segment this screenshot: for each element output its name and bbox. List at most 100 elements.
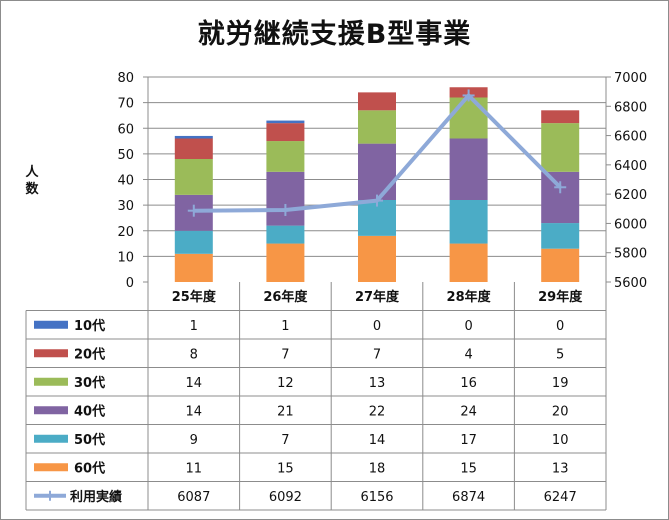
table-cell: 22 bbox=[369, 404, 386, 419]
table-cell: 8 bbox=[190, 347, 198, 362]
table-cell: 7 bbox=[373, 347, 381, 362]
bar-segment bbox=[449, 138, 488, 200]
y2-tick-label: 6000 bbox=[614, 217, 647, 232]
table-cell: 13 bbox=[552, 461, 569, 476]
bar-segment bbox=[541, 248, 580, 282]
legend-label: 50代 bbox=[74, 432, 105, 448]
table-cell: 0 bbox=[373, 319, 381, 334]
y-tick-label: 40 bbox=[117, 174, 134, 189]
bar-segment bbox=[358, 92, 396, 111]
table-cell: 6156 bbox=[360, 490, 393, 505]
table-cell: 14 bbox=[186, 376, 203, 391]
legend-key bbox=[34, 349, 68, 358]
table-cell: 10 bbox=[552, 433, 569, 448]
bar-segment bbox=[174, 253, 213, 282]
table-cell: 6087 bbox=[177, 490, 210, 505]
chart-title: 就労継続支援B型事業 bbox=[197, 19, 472, 50]
table-cell: 18 bbox=[369, 461, 386, 476]
y-axis-label-char: 数 bbox=[25, 182, 39, 197]
bar-segment bbox=[541, 171, 580, 224]
category-label: 27年度 bbox=[355, 289, 400, 305]
y2-tick-label: 5600 bbox=[614, 276, 647, 291]
table-cell: 19 bbox=[552, 376, 569, 391]
category-label: 29年度 bbox=[538, 289, 583, 305]
table-cell: 1 bbox=[281, 319, 289, 334]
line-point bbox=[187, 204, 200, 217]
table-cell: 14 bbox=[369, 433, 386, 448]
bar-segment bbox=[449, 97, 488, 139]
bar-segment bbox=[266, 141, 305, 172]
y-tick-label: 50 bbox=[117, 148, 134, 163]
bar-segment bbox=[266, 123, 305, 142]
bar-segment bbox=[358, 143, 396, 200]
category-label: 25年度 bbox=[172, 289, 217, 305]
legend-label: 30代 bbox=[74, 375, 105, 391]
table-cell: 6874 bbox=[452, 490, 485, 505]
y-tick-label: 10 bbox=[117, 250, 134, 265]
y-tick-label: 80 bbox=[117, 71, 134, 86]
legend-key bbox=[34, 320, 68, 329]
table-cell: 4 bbox=[464, 347, 472, 362]
bar-segment bbox=[358, 235, 396, 282]
bar-segment bbox=[449, 200, 488, 244]
line-point bbox=[554, 181, 567, 194]
table-cell: 1 bbox=[190, 319, 198, 334]
table-cell: 15 bbox=[277, 461, 294, 476]
legend-key bbox=[34, 434, 68, 443]
y2-tick-label: 6400 bbox=[614, 159, 647, 174]
table-cell: 6247 bbox=[544, 490, 577, 505]
bar-segment bbox=[174, 230, 213, 254]
line-point bbox=[371, 194, 383, 207]
line-point bbox=[279, 203, 292, 216]
bar-segment bbox=[358, 110, 396, 144]
table-cell: 13 bbox=[369, 376, 386, 391]
table-cell: 7 bbox=[281, 347, 289, 362]
table-cell: 9 bbox=[190, 433, 198, 448]
table-cell: 0 bbox=[464, 319, 472, 334]
table-cell: 16 bbox=[460, 376, 477, 391]
legend-key bbox=[34, 463, 68, 472]
y2-tick-label: 6800 bbox=[614, 100, 647, 115]
y-axis-label-char: 人 bbox=[25, 165, 39, 180]
table-cell: 17 bbox=[460, 433, 477, 448]
bar-segment bbox=[266, 171, 305, 226]
y-axis-label: 人数 bbox=[24, 164, 40, 198]
bar-segment bbox=[266, 225, 305, 244]
y2-tick-label: 6600 bbox=[614, 130, 647, 145]
legend-label: 10代 bbox=[74, 318, 105, 334]
bar-segment bbox=[449, 243, 488, 282]
table-cell: 20 bbox=[552, 404, 569, 419]
table-cell: 24 bbox=[460, 404, 477, 419]
y-tick-label: 70 bbox=[117, 97, 134, 112]
y-tick-label: 20 bbox=[117, 225, 134, 240]
bar-segment bbox=[266, 120, 305, 124]
category-label: 28年度 bbox=[447, 289, 492, 305]
table-cell: 15 bbox=[460, 461, 477, 476]
y2-tick-label: 5800 bbox=[614, 247, 647, 262]
legend-label: 40代 bbox=[74, 403, 105, 419]
legend-key bbox=[34, 406, 68, 415]
bar-segment bbox=[174, 135, 213, 139]
table-cell: 0 bbox=[556, 319, 564, 334]
legend-label: 20代 bbox=[74, 346, 105, 362]
legend-key-line bbox=[34, 490, 66, 501]
y-tick-label: 30 bbox=[117, 199, 134, 214]
table-cell: 12 bbox=[277, 376, 294, 391]
y2-tick-label: 7000 bbox=[614, 71, 647, 86]
legend-label: 60代 bbox=[74, 460, 105, 476]
bar-segment bbox=[541, 223, 580, 249]
bar-segment bbox=[541, 110, 580, 124]
table-cell: 7 bbox=[281, 433, 289, 448]
category-label: 26年度 bbox=[263, 289, 308, 305]
bar-segment bbox=[541, 123, 580, 172]
table-cell: 5 bbox=[556, 347, 564, 362]
y2-tick-label: 6200 bbox=[614, 188, 647, 203]
legend-label: 利用実績 bbox=[70, 489, 122, 505]
table-cell: 6092 bbox=[269, 490, 302, 505]
table-cell: 14 bbox=[186, 404, 203, 419]
legend-key bbox=[34, 377, 68, 386]
bar-segment bbox=[266, 243, 305, 282]
y-tick-label: 0 bbox=[126, 276, 134, 291]
y-tick-label: 60 bbox=[117, 122, 134, 137]
